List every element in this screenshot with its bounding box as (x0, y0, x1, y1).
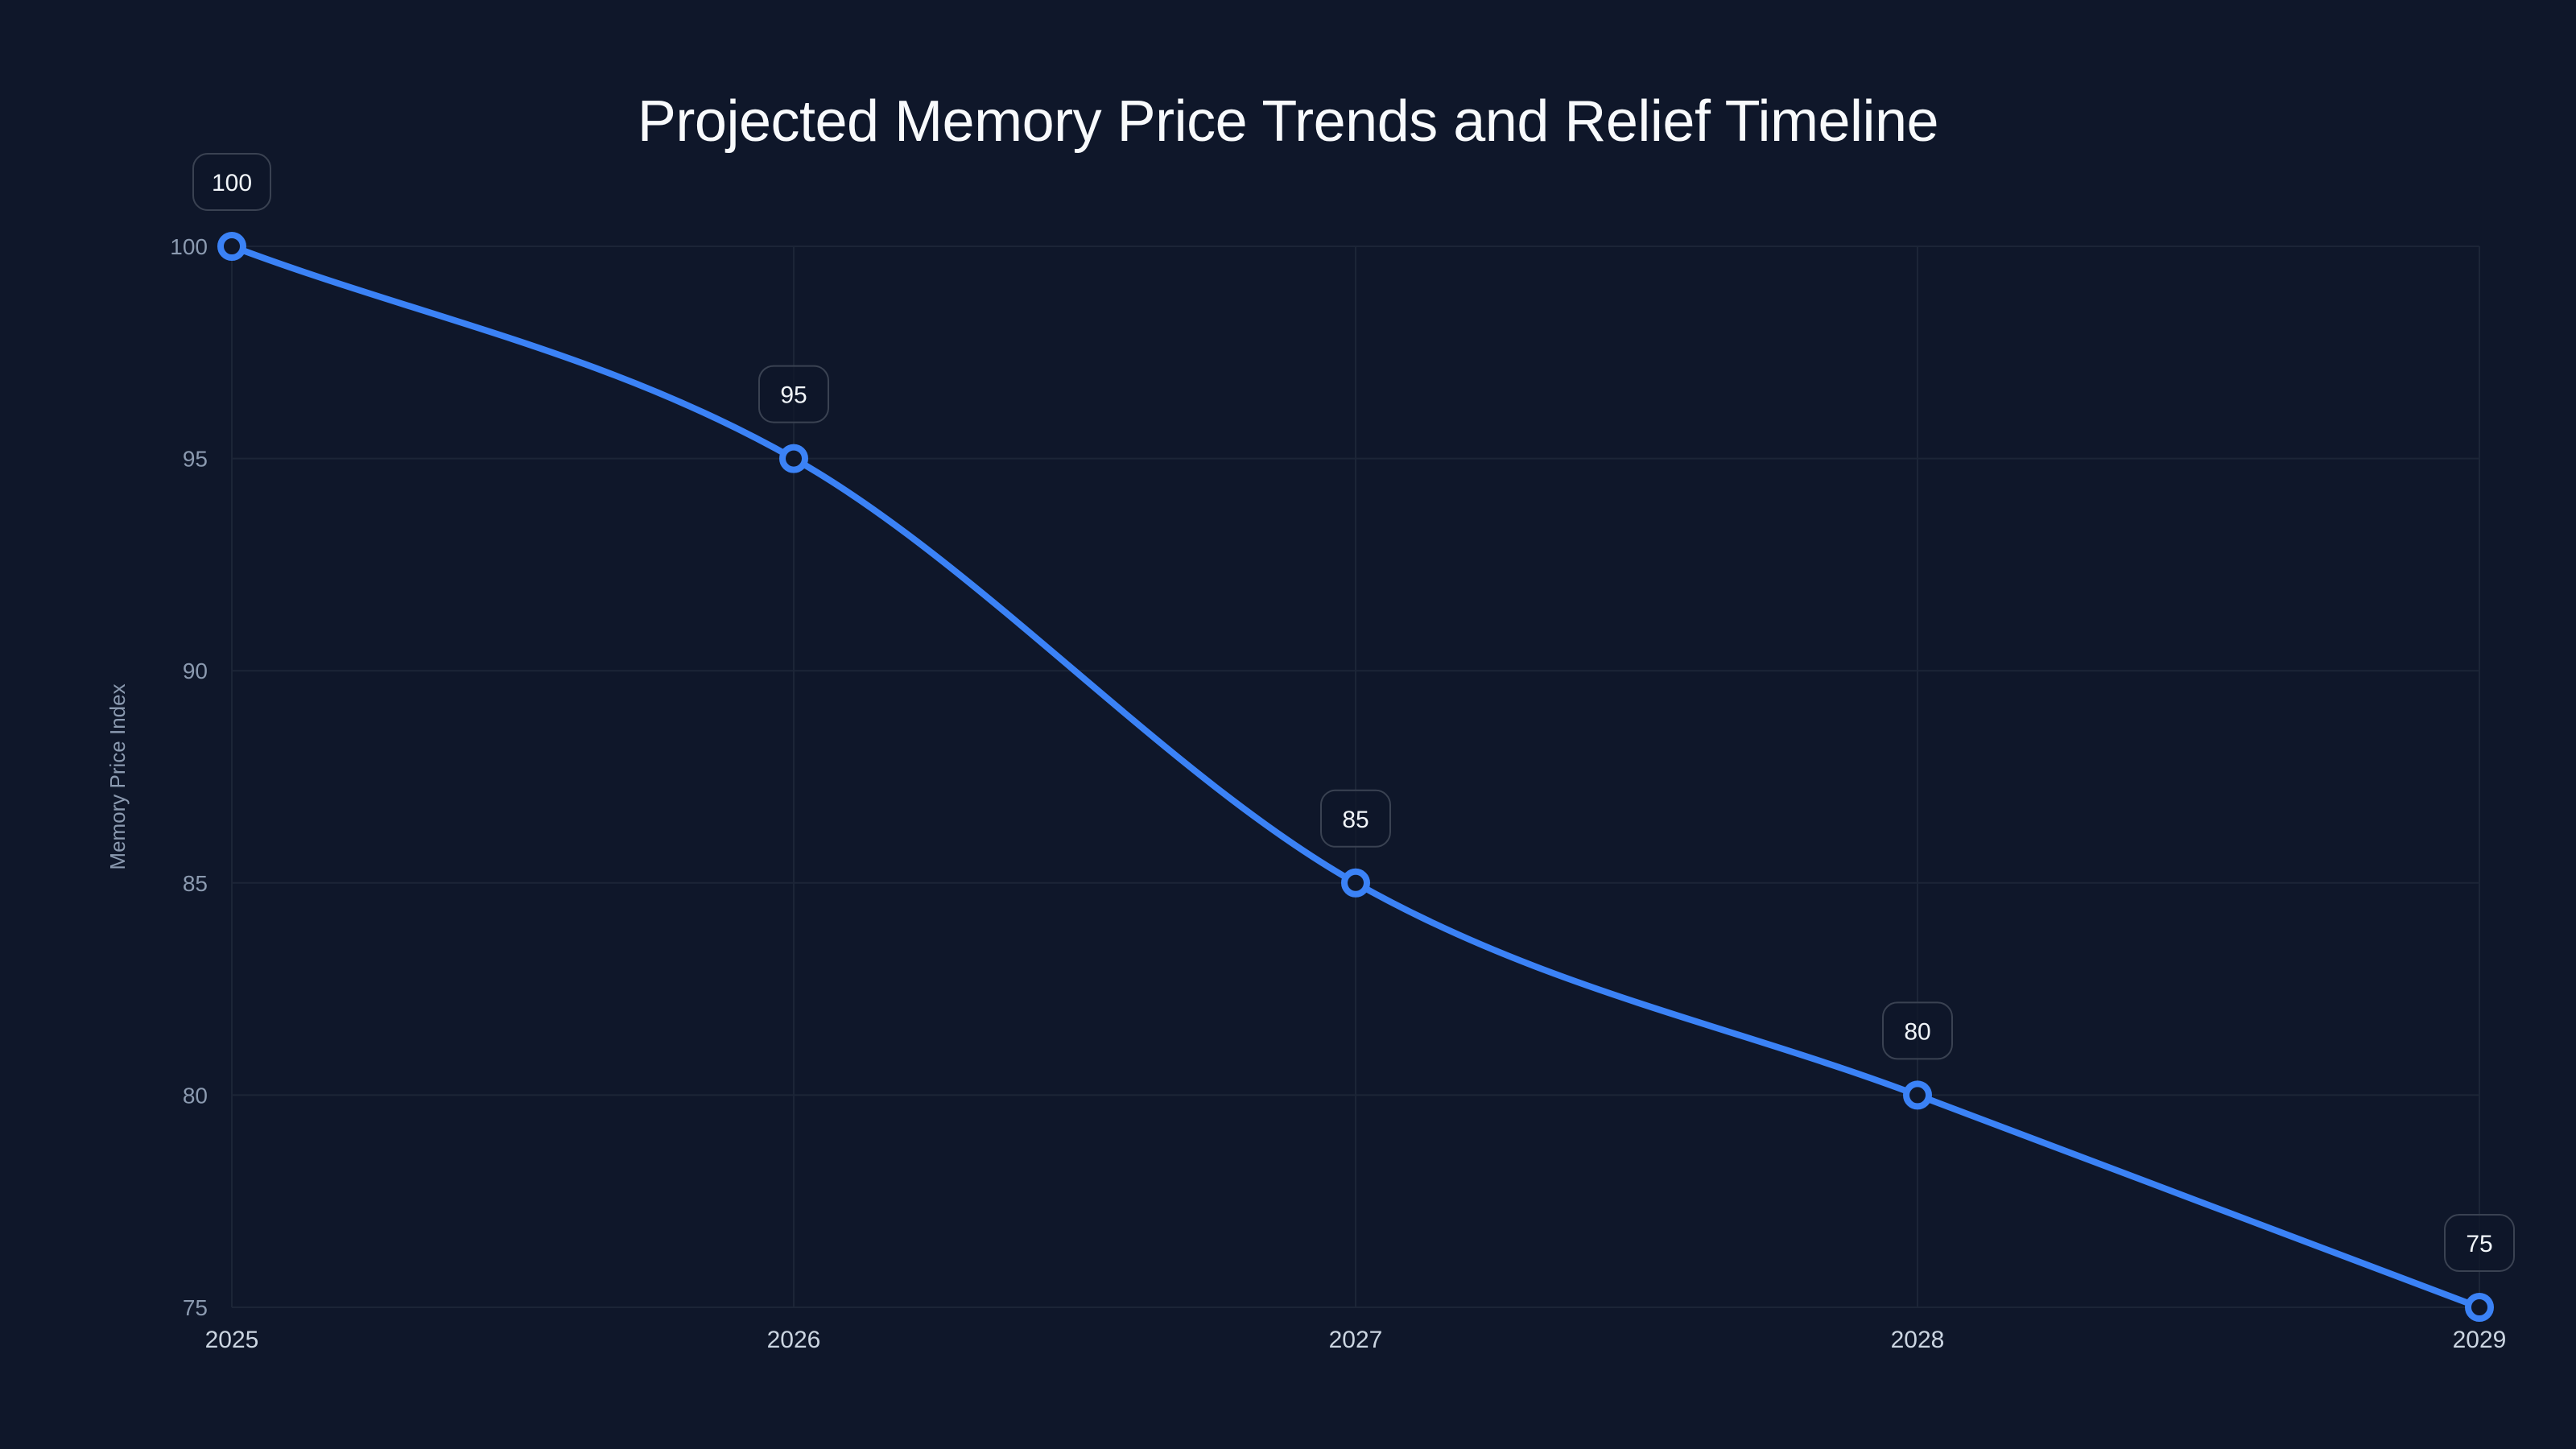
y-tick-label: 95 (183, 447, 208, 472)
data-label: 80 (1904, 1018, 1930, 1045)
data-point-marker (217, 232, 246, 261)
data-label-box (1320, 789, 1391, 848)
data-label: 95 (780, 382, 807, 409)
x-tick-label: 2028 (1891, 1327, 1945, 1353)
data-label-box (2444, 1214, 2515, 1272)
y-axis-title: Memory Price Index (105, 683, 130, 869)
data-label-box (758, 365, 829, 423)
x-tick-label: 2025 (205, 1327, 259, 1353)
data-label: 75 (2466, 1231, 2492, 1257)
data-label-box (192, 153, 271, 211)
data-point-marker (1341, 868, 1370, 898)
y-tick-label: 85 (183, 871, 208, 896)
data-label-box (1882, 1001, 1953, 1060)
chart-title: Projected Memory Price Trends and Relief… (637, 89, 1939, 154)
y-tick-label: 75 (183, 1295, 208, 1320)
data-point-marker (779, 444, 808, 473)
x-tick-label: 2027 (1329, 1327, 1383, 1353)
data-label: 85 (1342, 807, 1368, 833)
y-tick-label: 80 (183, 1083, 208, 1108)
x-tick-label: 2029 (2453, 1327, 2507, 1353)
data-label: 100 (212, 170, 252, 196)
data-point-marker (1903, 1080, 1932, 1110)
y-tick-label: 90 (183, 658, 208, 683)
data-point-marker (2465, 1293, 2494, 1322)
y-tick-label: 100 (170, 234, 208, 259)
x-tick-label: 2026 (767, 1327, 821, 1353)
